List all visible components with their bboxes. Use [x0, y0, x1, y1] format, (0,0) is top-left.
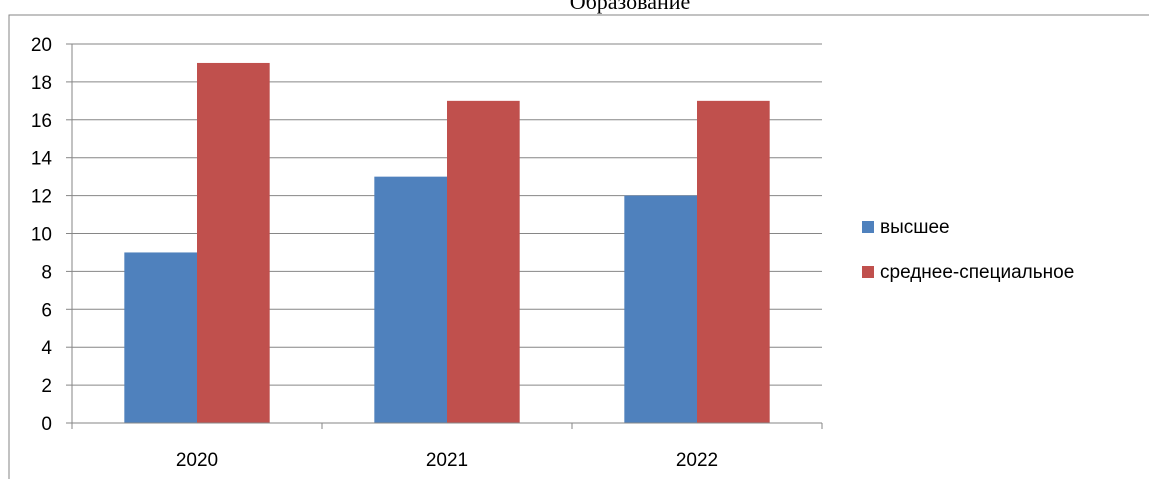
axes — [66, 43, 823, 429]
bar-srednee-spetsialnoe-2021 — [447, 100, 520, 423]
y-tick-label: 20 — [31, 35, 52, 56]
legend-label: высшее — [880, 217, 950, 238]
y-tick-label: 18 — [31, 73, 52, 94]
y-tick-label: 4 — [41, 338, 52, 359]
y-tick-label: 12 — [31, 187, 52, 208]
y-tick-label: 6 — [41, 300, 52, 321]
bars — [124, 62, 770, 423]
legend-swatch — [862, 221, 874, 233]
chart-title: Образование — [570, 0, 691, 14]
y-tick-label: 8 — [41, 262, 52, 283]
bar-vysshee-2020 — [124, 252, 197, 423]
x-tick-labels: 2020 2021 2022 — [176, 450, 718, 471]
x-tick-label: 2021 — [426, 450, 468, 471]
legend-label: среднее-специальное — [880, 262, 1074, 283]
x-tick-label: 2022 — [676, 450, 718, 471]
bar-srednee-spetsialnoe-2020 — [197, 62, 270, 423]
legend: высшее среднее-специальное — [862, 217, 1074, 283]
legend-swatch — [862, 266, 874, 278]
y-tick-label: 0 — [41, 414, 52, 435]
y-tick-label: 10 — [31, 225, 52, 246]
y-tick-labels: 0 2 4 6 8 10 12 14 16 18 20 — [31, 35, 53, 435]
y-tick-label: 2 — [41, 376, 52, 397]
chart-border — [8, 14, 1149, 479]
y-tick-label: 16 — [31, 111, 52, 132]
y-tick-label: 14 — [31, 149, 53, 170]
x-tick-label: 2020 — [176, 450, 218, 471]
bar-vysshee-2021 — [374, 176, 447, 423]
bar-srednee-spetsialnoe-2022 — [697, 100, 770, 423]
bar-vysshee-2022 — [624, 195, 697, 423]
